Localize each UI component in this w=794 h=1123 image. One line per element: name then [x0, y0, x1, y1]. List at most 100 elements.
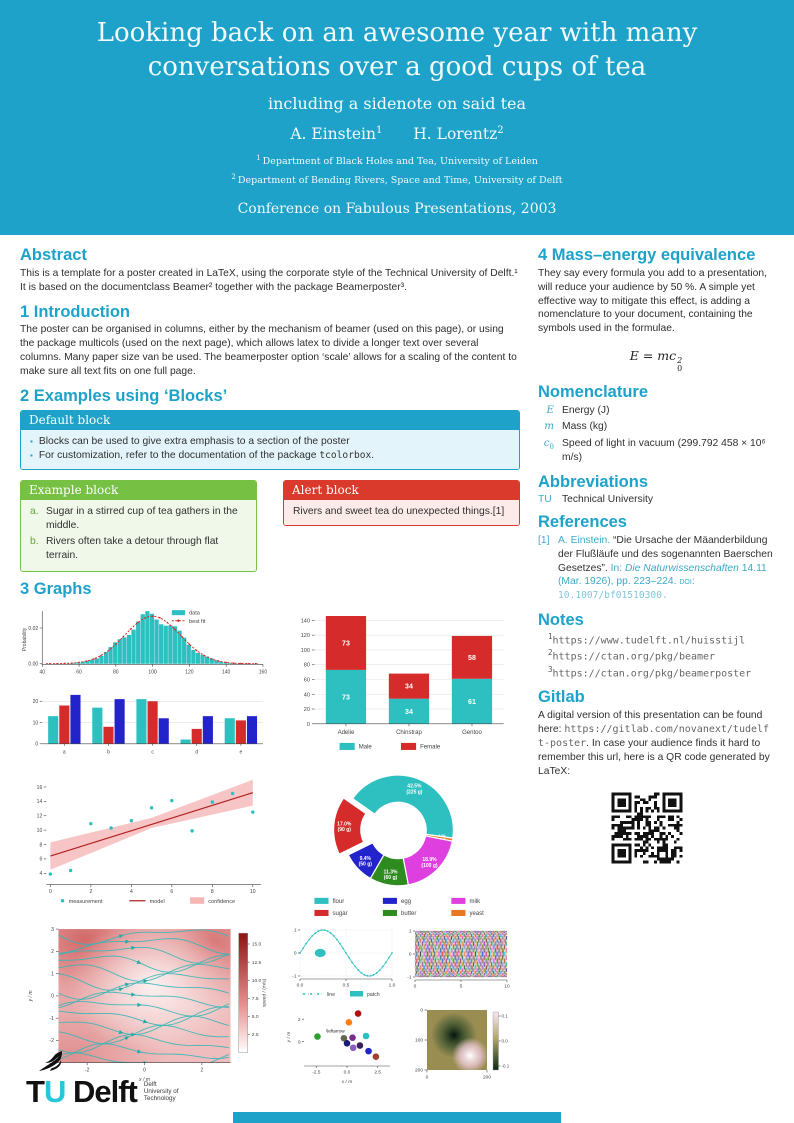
svg-text:0.0: 0.0 — [502, 1038, 509, 1043]
svg-text:42.5%(225 g): 42.5% (225 g) — [406, 783, 422, 795]
svg-text:0: 0 — [307, 721, 310, 727]
affiliation-1: 1 Department of Black Holes and Tea, Univ… — [256, 153, 538, 167]
mass-energy-text: They say every formula you add to a pres… — [538, 268, 767, 335]
svg-text:d: d — [195, 749, 198, 755]
nomenclature-row-E: E Energy (J) — [546, 403, 610, 416]
gitlab-repo-link[interactable]: https://gitlab.com/novanext/tudelft-post… — [538, 723, 770, 749]
reference-title: “Die Ursache der Mäanderbildung der Fluß… — [558, 534, 773, 574]
default-block-bullet-2: ▪ For customization, refer to the docume… — [30, 450, 375, 462]
svg-text:x / m: x / m — [138, 1077, 150, 1083]
svg-text:0: 0 — [426, 1074, 429, 1080]
svg-text:1: 1 — [294, 927, 297, 933]
svg-text:2: 2 — [298, 1017, 301, 1023]
reference-journal: Die Naturwissenschaften — [625, 562, 739, 574]
svg-text:4: 4 — [130, 889, 133, 895]
svg-text:73: 73 — [342, 640, 350, 647]
svg-text:0.0: 0.0 — [344, 1069, 351, 1075]
svg-text:10: 10 — [250, 889, 256, 895]
svg-text:40: 40 — [39, 669, 45, 675]
svg-text:8: 8 — [39, 842, 42, 848]
svg-text:17.0%(90 g): 17.0% (90 g) — [337, 821, 352, 833]
svg-text:10: 10 — [504, 983, 510, 989]
example-block-title: Example block — [21, 481, 256, 501]
graphs-heading: 3 Graphs — [20, 579, 92, 598]
poster-title: Looking back on an awesome year with man… — [96, 18, 698, 83]
default-block-bullet-1: ▪ Blocks can be used to give extra empha… — [30, 436, 350, 448]
references-heading: References — [538, 512, 627, 531]
svg-text:patch: patch — [367, 992, 380, 998]
svg-text:20: 20 — [33, 699, 39, 705]
svg-text:x / m: x / m — [341, 1079, 352, 1085]
svg-text:0: 0 — [49, 889, 52, 895]
svg-text:2.5: 2.5 — [374, 1069, 381, 1075]
svg-text:speed / (m/s): speed / (m/s) — [261, 978, 267, 1007]
svg-text:y / m: y / m — [286, 1031, 292, 1042]
svg-text:5.0: 5.0 — [252, 1014, 259, 1020]
note-1-link[interactable]: https://www.tudelft.nl/huisstijl — [552, 635, 746, 647]
svg-text:yeast: yeast — [469, 911, 484, 917]
abstract-heading: Abstract — [20, 246, 87, 265]
svg-text:100: 100 — [415, 1037, 423, 1043]
svg-text:Adelie: Adelie — [338, 729, 355, 735]
svg-text:60: 60 — [76, 669, 82, 675]
bullet-icon: ▪ — [30, 451, 33, 461]
svg-text:0: 0 — [294, 950, 297, 956]
svg-text:e: e — [239, 749, 242, 755]
svg-text:10: 10 — [37, 828, 43, 834]
default-block: Default block ▪ Blocks can be used to gi… — [20, 410, 520, 471]
alert-block: Alert block Rivers and sweet tea do unex… — [283, 480, 520, 527]
svg-text:milk: milk — [469, 899, 481, 905]
svg-text:1: 1 — [409, 928, 412, 934]
svg-text:0: 0 — [414, 983, 417, 989]
reference-doi-link[interactable]: 10.1007/bf01510300. — [558, 590, 668, 602]
svg-text:0.1: 0.1 — [502, 1013, 509, 1018]
svg-text:1: 1 — [51, 971, 54, 977]
nomenclature-row-c0: c0 Speed of light in vacuum (299.792 458… — [543, 437, 766, 464]
svg-text:\leftarrow: \leftarrow — [326, 1028, 345, 1033]
svg-text:-2: -2 — [49, 1038, 54, 1044]
svg-text:line: line — [327, 992, 335, 998]
svg-text:-1: -1 — [407, 974, 412, 980]
example-block: Example block a. Sugar in a stirred cup … — [20, 480, 257, 572]
note-2-link[interactable]: https://ctan.org/pkg/beamer — [552, 651, 716, 663]
svg-text:model: model — [150, 898, 165, 904]
svg-text:best fit: best fit — [189, 618, 206, 624]
svg-text:2: 2 — [51, 949, 54, 955]
poster-header: Looking back on an awesome year with man… — [0, 0, 794, 236]
note-3-link[interactable]: https://ctan.org/pkg/beamerposter — [552, 668, 752, 680]
svg-text:confidence: confidence — [208, 898, 235, 904]
svg-text:egg: egg — [401, 899, 411, 905]
svg-text:120: 120 — [301, 633, 310, 639]
svg-text:10: 10 — [33, 720, 39, 726]
svg-text:34: 34 — [405, 683, 413, 690]
default-block-title: Default block — [21, 411, 519, 431]
donut-chart: 42.5%(225 g)0.9%(5 g)18.9%(100 g)11.3%(6… — [314, 774, 484, 917]
left-column: Abstract This is a template for a poster… — [20, 243, 520, 1089]
sine-line-chart: 0.0 0.5 1.0 -1 0 1 line patch — [292, 927, 395, 998]
svg-text:100: 100 — [148, 669, 157, 675]
introduction-text: The poster can be organised in columns, … — [20, 324, 517, 377]
svg-text:-0.1: -0.1 — [502, 1063, 510, 1068]
svg-text:0: 0 — [143, 1067, 146, 1073]
example-item-a: a. Sugar in a stirred cup of tea gathers… — [30, 506, 238, 532]
svg-text:12: 12 — [37, 813, 43, 819]
svg-text:9.4%(50 g): 9.4% (50 g) — [359, 856, 373, 868]
phases-chart: 0 5 10-101 — [407, 928, 510, 989]
svg-text:Probability: Probability — [22, 627, 28, 651]
svg-text:0: 0 — [420, 1007, 423, 1013]
svg-text:0.00: 0.00 — [28, 661, 38, 667]
svg-text:6: 6 — [39, 856, 42, 862]
nomenclature-heading: Nomenclature — [538, 382, 649, 401]
svg-text:4: 4 — [39, 871, 42, 877]
svg-text:140: 140 — [222, 669, 231, 675]
conference-line: Conference on Fabulous Presentations, 20… — [237, 201, 557, 218]
qr-code — [606, 786, 688, 869]
small-scatter-chart: \leftarrow -2.5 0.0 2.5 0 2 x / m y / m — [286, 1009, 390, 1085]
svg-text:2.5: 2.5 — [252, 1032, 259, 1038]
mass-energy-formula: E = mc 2 0 — [629, 347, 683, 374]
svg-text:7.5: 7.5 — [252, 996, 259, 1002]
stacked-bar-chart: 0 20 40 60 80 100 120 140 73 73 Adelie 34 34 Chinstra… — [301, 615, 504, 750]
